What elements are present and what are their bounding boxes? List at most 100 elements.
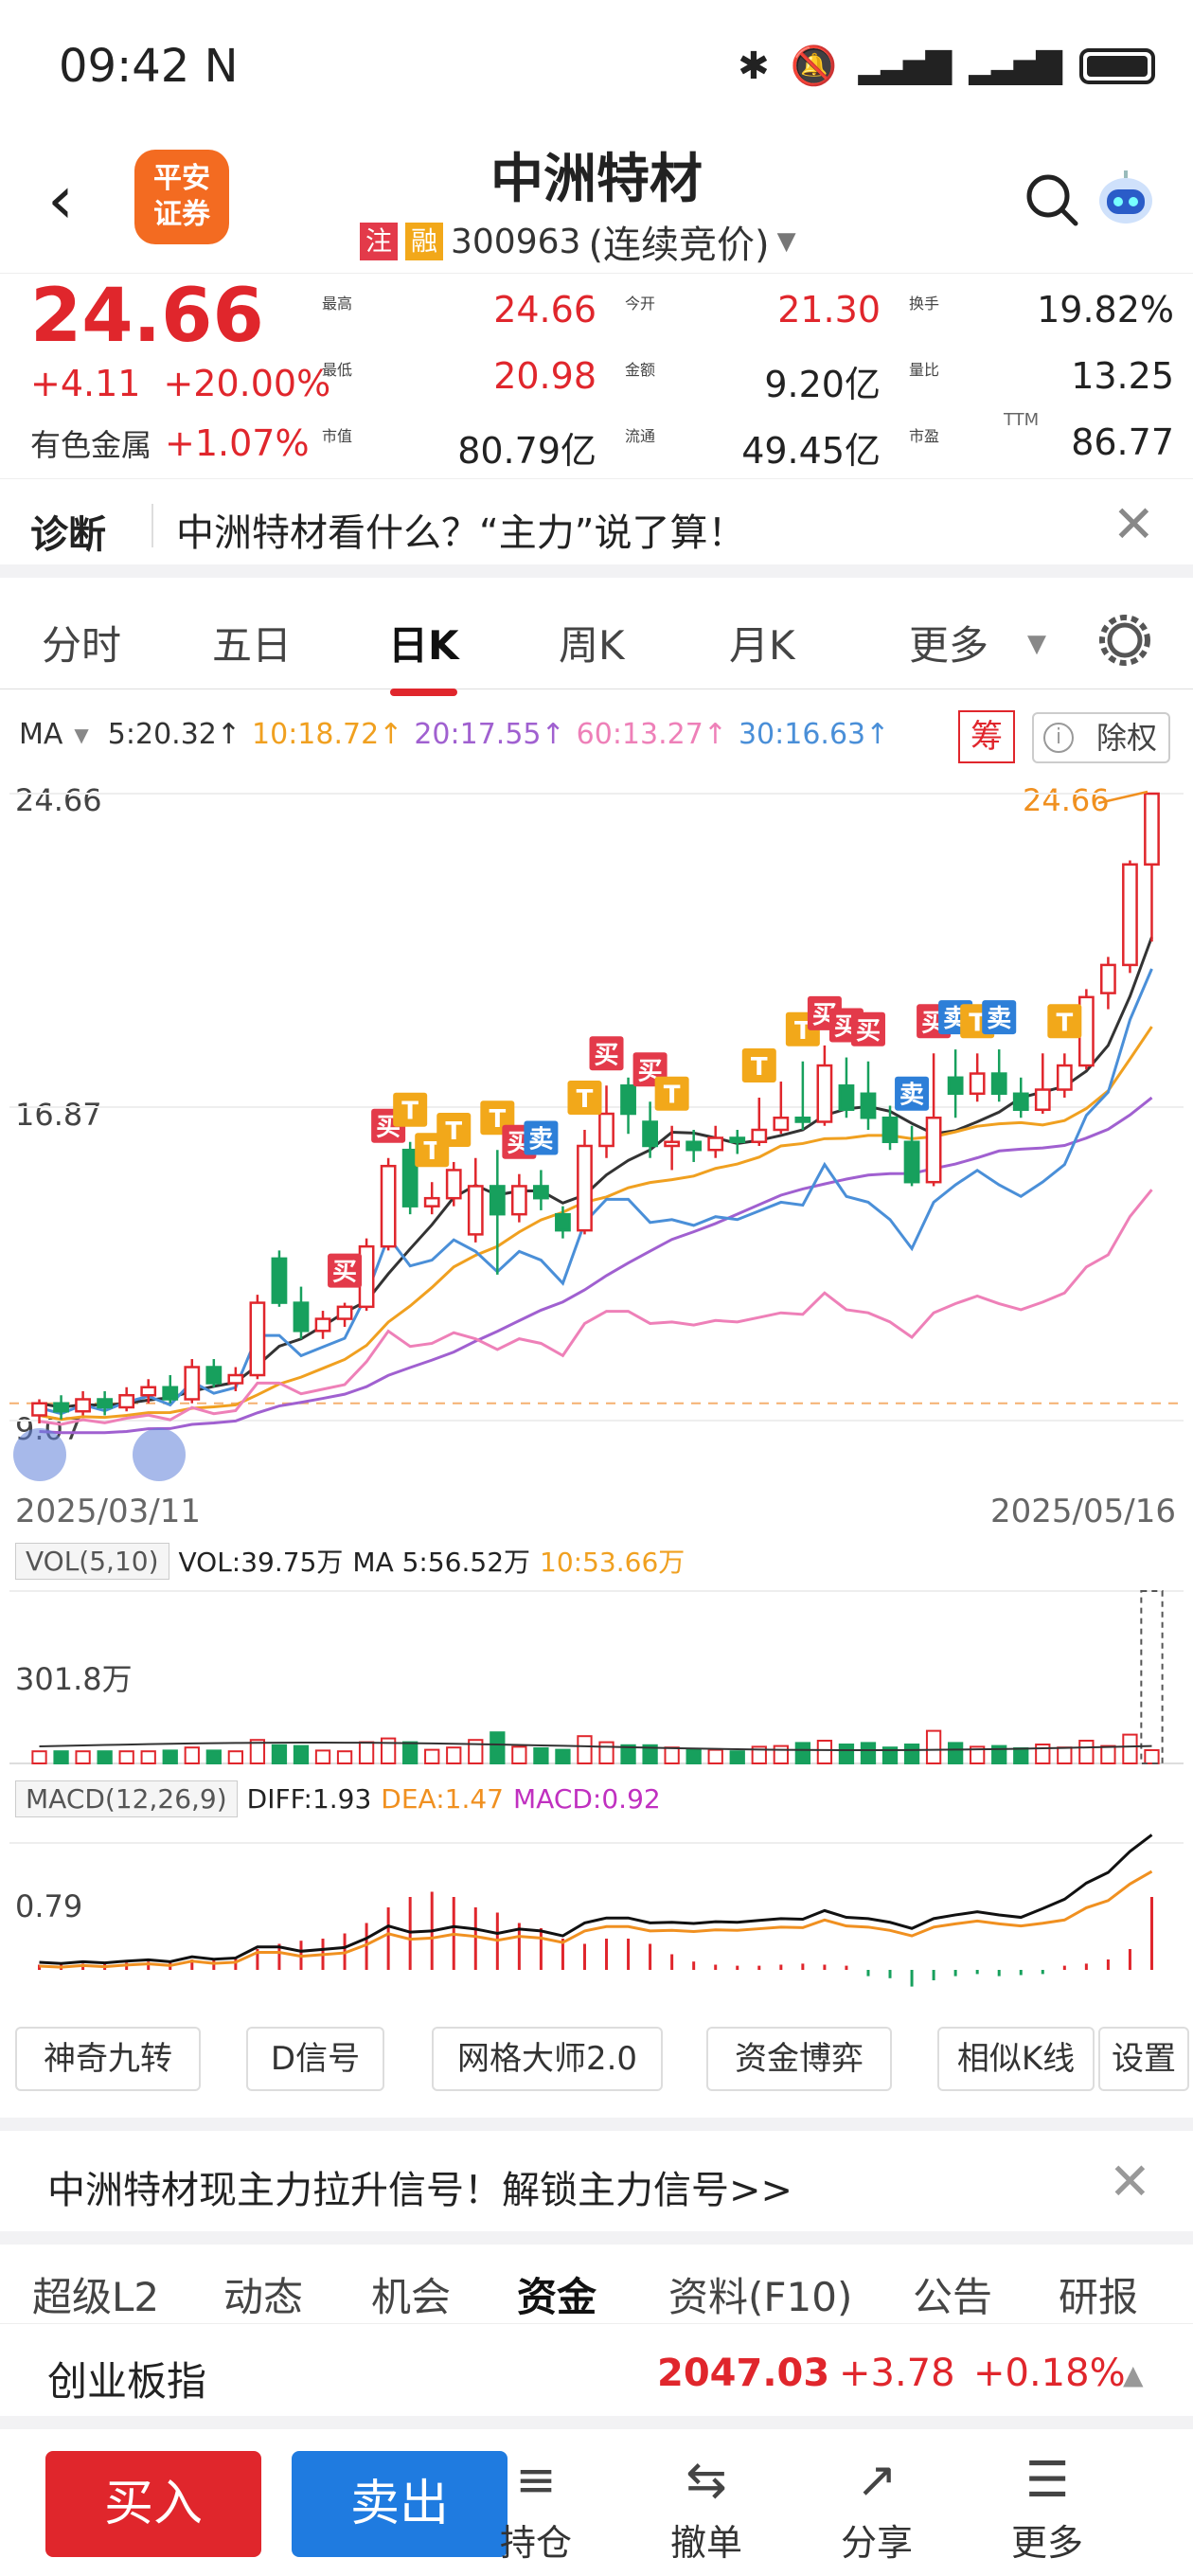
- ma-value: 20:17.55↑: [414, 718, 565, 751]
- signal-marker: T: [785, 1011, 820, 1046]
- volume-bar: [947, 1742, 964, 1765]
- quote-value: 20.98: [493, 355, 596, 397]
- info-tab-6[interactable]: 研报: [1059, 2274, 1139, 2320]
- quote-label: 市值: [322, 427, 353, 445]
- promo-text[interactable]: 中洲特材现主力拉升信号！解锁主力信号>>: [47, 2169, 793, 2212]
- chip-distribution-button[interactable]: 筹: [958, 710, 1015, 763]
- quote-label: 换手: [909, 295, 940, 313]
- candle-body: [1056, 1064, 1073, 1091]
- signal-badge: [938, 1000, 973, 1035]
- tool-button-5[interactable]: 设置: [1098, 2027, 1189, 2091]
- info-tab-1[interactable]: 动态: [223, 2274, 304, 2320]
- volume-bar: [598, 1741, 614, 1764]
- volume-bar: [490, 1731, 506, 1764]
- signal-marker: 卖: [524, 1120, 559, 1155]
- tab-period-0[interactable]: 分时: [42, 622, 122, 669]
- quote-value: 80.79亿: [457, 430, 596, 472]
- search-icon[interactable]: [1023, 170, 1079, 227]
- signal-marker: 卖: [982, 1000, 1017, 1035]
- candle-body: [358, 1244, 375, 1309]
- tool-button-0[interactable]: 神奇九转: [15, 2027, 201, 2091]
- ex-rights-button[interactable]: i 除权: [1032, 712, 1170, 763]
- tab-period-4[interactable]: 月K: [729, 622, 795, 669]
- tab-period-2[interactable]: 日K: [388, 614, 459, 696]
- trading-mode: (连续竞价): [588, 224, 770, 267]
- nav-item-1[interactable]: ⇆ 撤单: [650, 2447, 763, 2566]
- tool-button-2[interactable]: 网格大师2.0: [432, 2027, 663, 2091]
- volume-bar: [794, 1742, 811, 1765]
- signal-badge: [895, 1076, 930, 1111]
- signal-badge: [328, 1253, 363, 1288]
- candle-body: [555, 1212, 571, 1232]
- diagnosis-bar[interactable]: 诊断 中洲特材看什么？“主力”说了算！ ✕: [0, 478, 1193, 578]
- close-icon[interactable]: ✕: [1108, 2152, 1151, 2211]
- nav-label: 分享: [840, 2522, 913, 2564]
- sell-button[interactable]: 卖出: [292, 2451, 507, 2557]
- index-bar[interactable]: 创业板指 2047.03 +3.78 +0.18% ▲: [0, 2325, 1193, 2429]
- nav-item-2[interactable]: ↗ 分享: [820, 2447, 934, 2566]
- tab-period-1[interactable]: 五日: [212, 622, 293, 669]
- macd-dea: DEA:1.47: [381, 1783, 504, 1815]
- signal-badge: [436, 1112, 472, 1147]
- volume-bar: [249, 1739, 266, 1764]
- candle-body: [336, 1305, 353, 1320]
- index-change: +3.78: [839, 2352, 955, 2395]
- volume-bar: [555, 1748, 571, 1764]
- stock-subtitle[interactable]: 注 融 300963 (连续竞价) ▼: [360, 214, 796, 269]
- volume-value: VOL:39.75万: [178, 1547, 344, 1578]
- signal-text: 买: [332, 1259, 357, 1287]
- ma10-line: [39, 1026, 1153, 1422]
- tab-period-5[interactable]: 更多: [909, 622, 989, 669]
- candle-body: [401, 1148, 418, 1208]
- caret-down-icon[interactable]: ▼: [74, 723, 89, 746]
- nav-item-3[interactable]: ☰ 更多: [990, 2447, 1104, 2566]
- macd-legend[interactable]: MACD(12,26,9) DIFF:1.93 DEA:1.47 MACD:0.…: [15, 1780, 661, 1817]
- candle-body: [729, 1136, 746, 1143]
- info-tab-5[interactable]: 公告: [913, 2274, 993, 2320]
- info-tab-0[interactable]: 超级L2: [32, 2274, 160, 2320]
- volume-legend[interactable]: VOL(5,10) VOL:39.75万 MA 5:56.52万 10:53.6…: [15, 1542, 685, 1580]
- back-icon[interactable]: ‹: [47, 161, 74, 239]
- volume-bar: [1013, 1747, 1029, 1764]
- candle-body: [249, 1301, 266, 1377]
- info-tab-2[interactable]: 机会: [371, 2274, 452, 2320]
- signal-promo[interactable]: 中洲特材现主力拉升信号！解锁主力信号>> ✕: [0, 2118, 1193, 2231]
- volume-bar: [511, 1745, 527, 1765]
- stock-code: 300963: [451, 222, 581, 261]
- battery-icon: [1079, 47, 1155, 84]
- stock-name: 中洲特材: [490, 149, 703, 210]
- tool-button-1[interactable]: D信号: [246, 2027, 384, 2091]
- tab-period-3[interactable]: 周K: [559, 622, 625, 669]
- tool-button-4[interactable]: 相似K线: [937, 2027, 1095, 2091]
- close-icon[interactable]: ✕: [1112, 494, 1155, 554]
- signal-text: 买: [834, 1013, 859, 1042]
- quote-value: 49.45亿: [741, 430, 881, 472]
- signal-badge: [960, 1004, 995, 1039]
- broker-logo: 平安 证券: [134, 150, 229, 244]
- macd-indicator-box[interactable]: MACD(12,26,9): [15, 1780, 238, 1817]
- caret-up-icon[interactable]: ▲: [1123, 2359, 1144, 2390]
- candle-body: [773, 1117, 790, 1132]
- volume-bar: [97, 1750, 113, 1764]
- ma5-line: [39, 936, 1153, 1409]
- nav-icon: ↗: [856, 2452, 898, 2509]
- quote-value: 13.25: [1071, 355, 1174, 397]
- candle-body: [816, 1064, 833, 1123]
- ma-legend[interactable]: MA ▼ 5:20.32↑ 10:18.72↑ 20:17.55↑ 60:13.27↑ 30…: [19, 718, 889, 751]
- signal-text: T: [751, 1053, 768, 1082]
- industry-info[interactable]: 有色金属 +1.07%: [30, 421, 310, 465]
- signal-icon: ▂▃▅▇: [858, 46, 953, 85]
- candle-body: [664, 1140, 681, 1148]
- volume-indicator-box[interactable]: VOL(5,10): [15, 1542, 169, 1580]
- buy-button[interactable]: 买入: [45, 2451, 261, 2557]
- info-tab-3[interactable]: 资金: [517, 2274, 597, 2320]
- ma-label[interactable]: MA: [19, 718, 63, 751]
- signal-marker: 买: [371, 1108, 406, 1143]
- nav-item-0[interactable]: ≡ 持仓: [479, 2447, 593, 2566]
- tool-button-3[interactable]: 资金博弈: [706, 2027, 892, 2091]
- signal-marker: 卖: [895, 1076, 930, 1111]
- ai-assistant-icon[interactable]: [1093, 165, 1159, 231]
- volume-bar: [446, 1746, 462, 1764]
- info-tab-4[interactable]: 资料(F10): [668, 2274, 853, 2320]
- candle-body: [1144, 792, 1160, 866]
